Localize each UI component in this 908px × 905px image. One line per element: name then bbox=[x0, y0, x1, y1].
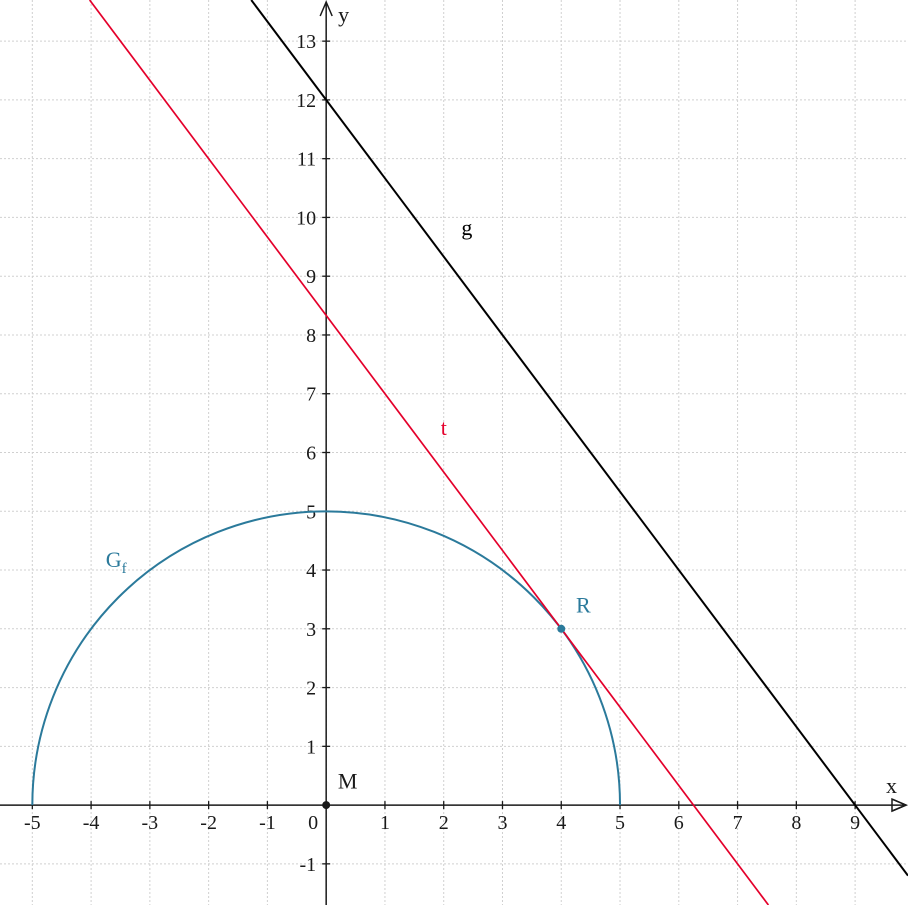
x-tick-label: 3 bbox=[497, 812, 507, 834]
point-M-label: M bbox=[338, 769, 358, 794]
point-M bbox=[322, 801, 330, 809]
point-R bbox=[557, 625, 565, 633]
y-tick-label: 4 bbox=[306, 560, 316, 582]
x-tick-label: 0 bbox=[308, 812, 318, 834]
y-tick-label: 1 bbox=[306, 736, 316, 758]
line-g-label: g bbox=[461, 215, 472, 240]
x-tick-label: 9 bbox=[850, 812, 860, 834]
y-tick-label: -1 bbox=[300, 854, 317, 876]
line-t-label: t bbox=[441, 415, 447, 440]
x-tick-label: 1 bbox=[380, 812, 390, 834]
x-tick-label: 2 bbox=[439, 812, 449, 834]
y-tick-label: 3 bbox=[306, 619, 316, 641]
y-tick-label: 6 bbox=[306, 443, 316, 465]
x-tick-label: -1 bbox=[259, 812, 276, 834]
point-R-label: R bbox=[576, 592, 591, 617]
x-tick-label: 7 bbox=[733, 812, 743, 834]
x-tick-label: -4 bbox=[83, 812, 100, 834]
x-tick-label: -5 bbox=[24, 812, 41, 834]
y-axis-label: y bbox=[338, 2, 349, 27]
x-axis-label: x bbox=[886, 773, 897, 798]
y-tick-label: 9 bbox=[306, 266, 316, 288]
y-tick-label: 12 bbox=[296, 90, 316, 112]
y-tick-label: 13 bbox=[296, 31, 316, 53]
y-tick-label: 7 bbox=[306, 384, 316, 406]
x-tick-label: 5 bbox=[615, 812, 625, 834]
y-tick-label: 10 bbox=[296, 207, 316, 229]
x-tick-label: -2 bbox=[200, 812, 217, 834]
coordinate-plot: -5-4-3-2-10123456789-112345678910111213x… bbox=[0, 0, 908, 905]
y-tick-label: 8 bbox=[306, 325, 316, 347]
y-tick-label: 11 bbox=[297, 149, 316, 171]
y-tick-label: 2 bbox=[306, 678, 316, 700]
x-tick-label: 4 bbox=[556, 812, 566, 834]
x-tick-label: -3 bbox=[142, 812, 159, 834]
x-tick-label: 8 bbox=[791, 812, 801, 834]
x-tick-label: 6 bbox=[674, 812, 684, 834]
